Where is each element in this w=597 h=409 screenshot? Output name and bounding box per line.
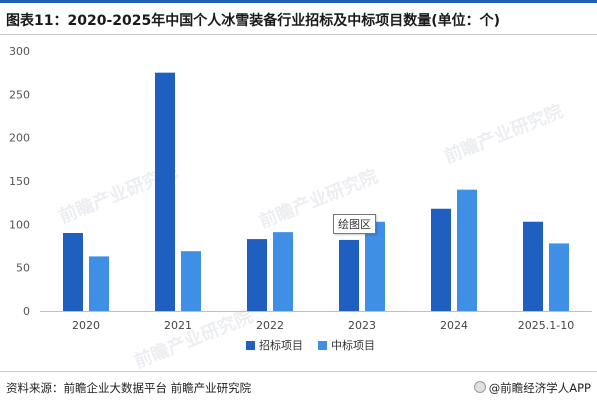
bar-win-2020	[89, 256, 109, 311]
source-note: 资料来源：前瞻企业大数据平台 前瞻产业研究院	[6, 381, 252, 395]
y-tick-label: 150	[9, 175, 30, 188]
legend-swatch-0	[246, 341, 255, 350]
x-tick-label: 2025.1-10	[518, 319, 574, 332]
legend-label-0: 招标项目	[259, 338, 303, 352]
bar-bid-2025.1-10	[523, 221, 543, 311]
source-divider	[0, 371, 597, 372]
bar-bid-2024	[431, 208, 451, 311]
y-tick-label: 50	[16, 262, 30, 275]
bar-win-2025.1-10	[549, 243, 569, 311]
logo-icon	[473, 381, 486, 393]
credit-note: @前瞻经济学人APP	[473, 380, 591, 396]
bar-bid-2023	[339, 239, 359, 311]
title-divider	[0, 34, 597, 35]
legend-label-1: 中标项目	[331, 338, 375, 352]
bar-win-2023	[365, 221, 385, 311]
x-tick-label: 2020	[72, 319, 100, 332]
bar-win-2024	[457, 189, 477, 311]
y-tick-label: 200	[9, 132, 30, 145]
bar-chart: 0 50 100 150 200 250 300 2020 2021 2022 2023 2024 20…	[9, 45, 592, 352]
x-tick-label: 2021	[164, 319, 192, 332]
bar-bid-2021	[155, 72, 175, 311]
bar-bid-2022	[247, 239, 267, 311]
x-tick-label: 2024	[440, 319, 468, 332]
y-tick-label: 100	[9, 218, 30, 231]
bar-win-2021	[181, 251, 201, 311]
top-accent-rule	[0, 0, 597, 3]
bar-bid-2020	[63, 233, 83, 311]
y-tick-label: 250	[9, 88, 30, 101]
y-tick-label: 300	[9, 45, 30, 58]
chart-title: 图表11：2020-2025年中国个人冰雪装备行业招标及中标项目数量(单位：个)	[6, 13, 501, 29]
x-tick-label: 2022	[256, 319, 284, 332]
credit-text: @前瞻经济学人APP	[488, 381, 591, 395]
x-tick-label: 2023	[348, 319, 376, 332]
y-tick-label: 0	[23, 305, 30, 318]
plot-area-tooltip: 绘图区	[333, 214, 376, 234]
bar-win-2022	[273, 232, 293, 311]
legend-swatch-1	[318, 341, 327, 350]
